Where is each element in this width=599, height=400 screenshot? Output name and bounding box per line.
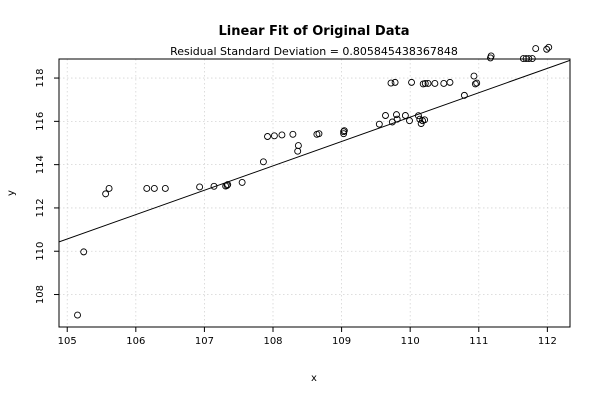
fit-line <box>59 59 570 243</box>
data-point <box>543 45 551 53</box>
y-tick-label: 114 <box>35 155 46 174</box>
y-axis-label: y <box>6 190 17 196</box>
data-point <box>471 80 479 88</box>
fit-line-group <box>59 59 570 243</box>
data-point <box>238 178 246 186</box>
data-point <box>470 72 478 80</box>
data-point <box>391 78 399 86</box>
data-point <box>340 127 348 135</box>
data-point <box>210 182 218 190</box>
data-point <box>375 120 383 128</box>
plot-frame <box>58 58 571 328</box>
data-point <box>532 45 540 53</box>
x-axis: 105 106 107 108 109 110 111 112 <box>58 327 557 347</box>
data-point <box>196 183 204 191</box>
data-point <box>143 185 151 192</box>
data-point <box>264 133 271 140</box>
x-tick-label: 105 <box>58 336 77 347</box>
chart-subtitle: Residual Standard Deviation = 0.80584543… <box>170 45 458 58</box>
data-point <box>102 190 110 198</box>
y-tick-label: 116 <box>35 112 46 131</box>
data-point <box>223 181 231 189</box>
data-point <box>294 142 302 150</box>
data-point <box>545 43 553 51</box>
data-point <box>421 80 429 87</box>
x-tick-label: 112 <box>538 336 557 347</box>
data-point <box>161 185 169 192</box>
data-point <box>401 112 409 119</box>
y-tick-label: 110 <box>35 242 46 261</box>
data-point <box>414 112 422 120</box>
data-point <box>105 185 113 192</box>
data-point <box>315 130 323 138</box>
x-tick-label: 108 <box>263 336 282 347</box>
data-point <box>424 80 432 87</box>
data-point <box>393 111 400 119</box>
x-tick-label: 107 <box>195 336 214 347</box>
data-point <box>340 130 348 138</box>
data-point <box>80 248 88 256</box>
data-point <box>431 80 439 87</box>
y-tick-label: 108 <box>35 285 46 304</box>
chart-title: Linear Fit of Original Data <box>219 24 410 39</box>
x-tick-label: 109 <box>332 336 351 347</box>
data-point <box>278 131 286 139</box>
y-tick-label: 112 <box>35 198 46 217</box>
data-point <box>408 78 416 86</box>
data-point <box>446 78 454 86</box>
data-point <box>387 79 395 87</box>
data-point <box>259 158 267 166</box>
x-tick-label: 111 <box>469 336 488 347</box>
data-point <box>224 181 232 189</box>
data-point <box>393 115 401 123</box>
data-point <box>473 79 481 87</box>
grid-lines <box>59 59 570 327</box>
data-point <box>74 311 81 319</box>
x-tick-label: 106 <box>126 336 145 347</box>
y-axis: 108 110 112 114 116 118 <box>35 69 59 304</box>
data-point <box>421 116 429 124</box>
data-point <box>460 91 468 99</box>
data-point <box>270 132 278 140</box>
data-point <box>340 128 348 136</box>
data-point <box>406 117 413 125</box>
data-point <box>150 185 158 192</box>
data-point <box>289 130 297 138</box>
x-tick-label: 110 <box>401 336 420 347</box>
x-axis-label: x <box>311 373 317 384</box>
y-tick-label: 118 <box>35 69 46 88</box>
data-points <box>74 43 553 319</box>
data-point <box>382 112 389 119</box>
